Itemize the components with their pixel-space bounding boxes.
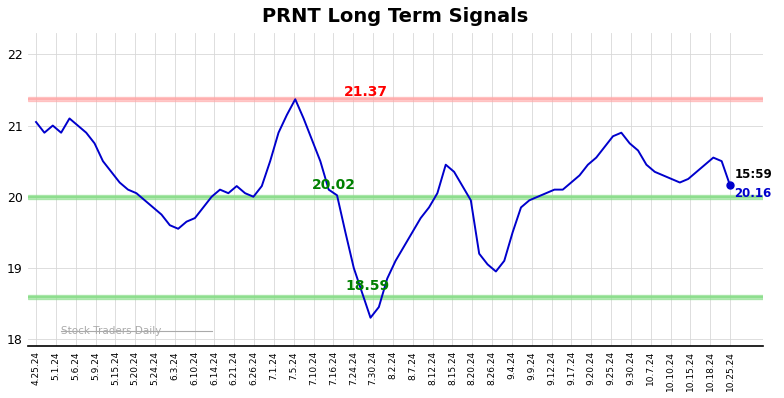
Text: 20.02: 20.02 [312, 178, 356, 193]
Text: 20.16: 20.16 [734, 187, 771, 201]
Bar [27, 295, 764, 299]
Bar [27, 195, 764, 199]
Text: 21.37: 21.37 [344, 85, 388, 99]
Title: PRNT Long Term Signals: PRNT Long Term Signals [263, 7, 528, 26]
Text: 15:59: 15:59 [734, 168, 772, 181]
Text: Stock Traders Daily: Stock Traders Daily [61, 326, 162, 336]
Bar [27, 97, 764, 101]
Text: 18.59: 18.59 [346, 279, 390, 293]
